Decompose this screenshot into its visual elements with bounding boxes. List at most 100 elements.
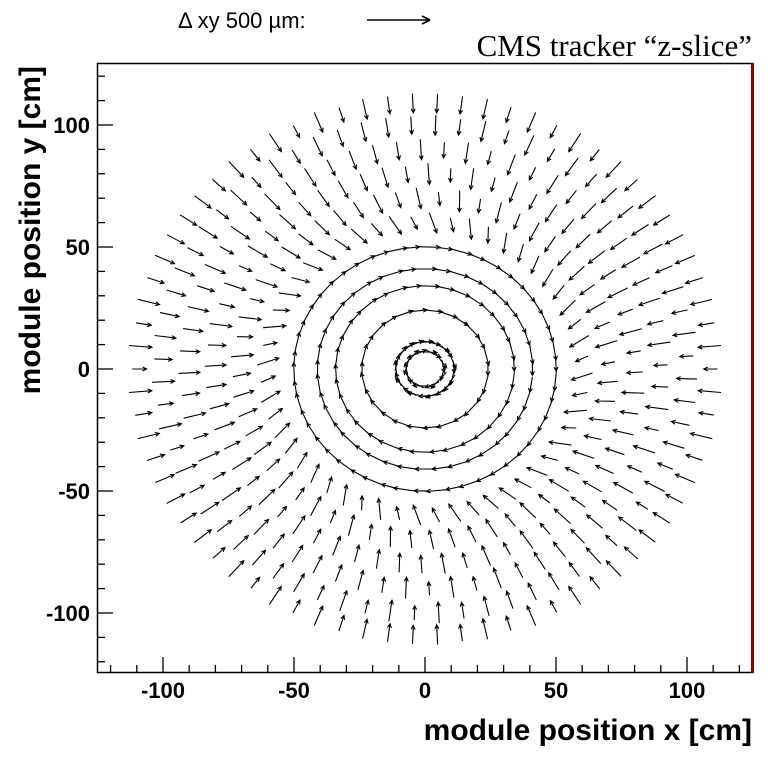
displacement-arrow xyxy=(623,546,639,560)
displacement-arrow xyxy=(277,505,288,518)
displacement-arrow xyxy=(494,202,502,225)
displacement-arrow xyxy=(263,340,279,346)
displacement-arrow xyxy=(278,292,302,298)
displacement-arrow xyxy=(594,464,614,475)
displacement-arrow xyxy=(439,552,446,574)
displacement-arrow xyxy=(458,96,464,116)
displacement-arrow xyxy=(637,297,661,307)
displacement-arrow xyxy=(340,431,358,448)
displacement-arrow xyxy=(514,561,524,579)
displacement-arrow xyxy=(219,303,236,309)
displacement-arrow xyxy=(516,408,525,422)
displacement-arrow xyxy=(395,505,401,520)
displacement-arrow xyxy=(272,562,285,579)
displacement-arrow xyxy=(547,440,572,446)
displacement-arrow xyxy=(180,512,198,524)
displacement-arrow xyxy=(697,410,714,416)
displacement-arrow xyxy=(574,355,589,363)
displacement-arrow xyxy=(408,449,433,455)
displacement-arrow xyxy=(498,487,517,500)
displacement-arrow xyxy=(270,263,287,272)
displacement-arrow xyxy=(425,389,447,399)
displacement-arrow xyxy=(671,331,696,338)
displacement-arrow xyxy=(147,277,166,285)
displacement-arrow xyxy=(557,250,572,267)
displacement-arrow xyxy=(485,518,498,538)
displacement-arrow xyxy=(228,161,245,179)
displacement-arrow xyxy=(206,382,228,389)
displacement-arrow xyxy=(374,292,389,301)
displacement-arrow xyxy=(253,441,273,455)
displacement-arrow xyxy=(604,447,625,456)
displacement-arrow xyxy=(594,398,615,404)
displacement-arrow xyxy=(528,166,537,182)
displacement-arrow xyxy=(128,344,154,350)
displacement-arrow xyxy=(567,318,582,330)
displacement-arrow xyxy=(350,228,369,244)
displacement-arrow xyxy=(513,213,521,231)
displacement-arrow xyxy=(410,93,416,115)
displacement-arrow xyxy=(568,265,585,281)
displacement-arrow xyxy=(412,604,418,621)
displacement-arrow xyxy=(617,516,637,531)
displacement-arrow xyxy=(434,93,440,115)
displacement-arrow xyxy=(158,401,175,407)
displacement-arrow xyxy=(278,471,294,489)
displacement-arrow xyxy=(632,444,656,454)
displacement-arrow xyxy=(381,576,387,593)
displacement-arrow xyxy=(323,403,335,425)
displacement-arrow xyxy=(304,168,317,188)
displacement-arrow xyxy=(620,390,645,395)
displacement-arrow xyxy=(198,226,219,239)
displacement-arrow xyxy=(196,285,216,293)
displacement-arrow xyxy=(274,422,291,438)
displacement-arrow xyxy=(360,122,368,143)
y-tick-label: 50 xyxy=(66,235,90,260)
displacement-arrow xyxy=(510,371,516,390)
displacement-arrow xyxy=(179,214,198,226)
displacement-arrow xyxy=(505,614,512,631)
y-tick-label: 100 xyxy=(53,113,90,138)
displacement-arrow xyxy=(646,341,671,348)
displacement-arrow xyxy=(386,622,392,642)
displacement-arrow xyxy=(250,298,266,304)
x-axis-ticks: -100 -50 0 50 100 xyxy=(109,657,741,703)
displacement-arrow xyxy=(137,298,161,307)
displacement-arrow xyxy=(189,484,206,494)
x-tick-label: -100 xyxy=(141,678,185,703)
displacement-arrow xyxy=(326,475,333,494)
displacement-arrow xyxy=(526,604,537,626)
displacement-arrow xyxy=(513,478,532,489)
displacement-arrow xyxy=(684,277,704,285)
displacement-arrow xyxy=(268,407,284,420)
displacement-arrow xyxy=(334,238,352,251)
displacement-arrow xyxy=(404,354,412,374)
displacement-arrow xyxy=(670,419,690,426)
displacement-arrow xyxy=(194,195,213,209)
displacement-arrow xyxy=(268,133,282,153)
displacement-arrow xyxy=(418,139,424,161)
displacement-arrow xyxy=(696,388,722,394)
displacement-arrow xyxy=(313,604,324,626)
displacement-arrow xyxy=(571,391,588,398)
displacement-arrow xyxy=(298,233,314,246)
displacement-arrow xyxy=(394,377,412,396)
displacement-arrow xyxy=(593,321,610,330)
displacement-arrow xyxy=(664,493,683,504)
displacement-arrow xyxy=(542,268,554,288)
displacement-arrow xyxy=(447,168,453,184)
displacement-arrow xyxy=(333,421,343,434)
x-tick-label: 50 xyxy=(544,678,568,703)
displacement-arrow xyxy=(516,244,524,263)
displacement-arrow xyxy=(568,335,590,348)
displacement-arrow xyxy=(501,232,508,255)
displacement-arrow xyxy=(339,589,348,612)
displacement-arrow xyxy=(656,462,674,470)
displacement-arrow xyxy=(449,217,456,233)
displacement-arrow xyxy=(198,451,221,462)
displacement-arrow xyxy=(212,546,226,559)
displacement-arrow xyxy=(215,209,230,220)
displacement-arrow xyxy=(478,443,498,457)
displacement-arrow xyxy=(403,349,420,366)
displacement-arrow xyxy=(616,308,634,316)
